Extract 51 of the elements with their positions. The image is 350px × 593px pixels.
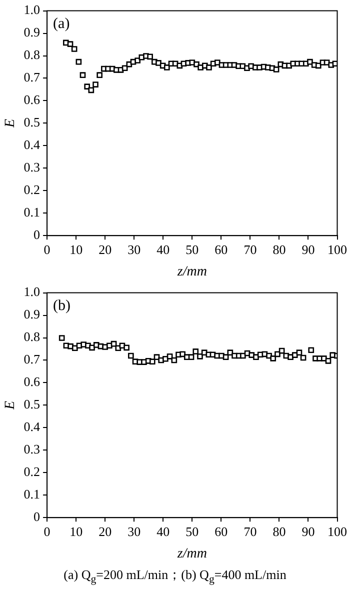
x-tick-label: 60 <box>214 242 228 257</box>
y-tick-label: 0.3 <box>24 442 40 457</box>
x-axis-title: z/mm <box>176 264 207 280</box>
y-tick-label: 0.4 <box>24 137 41 152</box>
x-tick-label: 30 <box>128 242 141 257</box>
x-tick-label: 40 <box>156 524 170 539</box>
x-axis-title: z/mm <box>176 546 207 562</box>
x-tick-label: 90 <box>302 242 315 257</box>
annotation: (a) <box>53 16 70 32</box>
y-tick-label: 0.8 <box>24 329 40 344</box>
y-tick-label: 0 <box>34 509 40 524</box>
x-tick-label: 90 <box>302 524 315 539</box>
x-tick-label: 80 <box>272 524 286 539</box>
x-tick-label: 30 <box>128 524 141 539</box>
annotation: (b) <box>53 298 71 314</box>
y-tick-label: 0.6 <box>24 92 41 108</box>
y-tick-label: 0.4 <box>24 419 41 434</box>
y-tick-label: 0.2 <box>24 182 40 198</box>
x-tick-label: 10 <box>70 524 83 539</box>
y-tick-label: 0.9 <box>24 24 40 40</box>
x-tick-label: 50 <box>186 242 199 257</box>
text: (a) Q$_{g}$=200 mL/min；(b) Q$_{g}$=400 mL/min <box>62 566 288 588</box>
x-tick-label: 10 <box>70 242 83 257</box>
y-tick-label: 0.1 <box>24 486 40 502</box>
x-tick-label: 100 <box>328 242 347 257</box>
y-tick-label: 0.3 <box>24 160 40 175</box>
y-tick-label: 0.5 <box>24 114 40 130</box>
y-tick-label: 0.2 <box>24 464 40 480</box>
y-tick-label: 0.6 <box>24 374 41 390</box>
y-tick-label: 1.0 <box>24 2 40 18</box>
y-tick-label: 0.7 <box>24 352 41 367</box>
x-tick-label: 50 <box>186 524 199 539</box>
y-tick-label: 0.7 <box>24 70 41 85</box>
x-tick-label: 40 <box>156 242 170 257</box>
y-tick-label: 0.8 <box>24 47 40 62</box>
x-tick-label: 0 <box>44 524 50 539</box>
x-tick-label: 20 <box>98 524 112 539</box>
y-tick-label: 0.9 <box>24 306 40 322</box>
y-tick-label: 0 <box>34 227 40 242</box>
y-tick-label: 0.5 <box>24 396 40 412</box>
x-tick-label: 70 <box>244 242 257 257</box>
x-tick-label: 60 <box>214 524 228 539</box>
y-axis-title: E <box>3 400 18 410</box>
x-tick-label: 80 <box>272 242 286 257</box>
x-tick-label: 20 <box>98 242 112 257</box>
y-axis-title: E <box>3 118 18 128</box>
x-tick-label: 100 <box>328 524 347 539</box>
y-tick-label: 1.0 <box>24 284 40 300</box>
x-tick-label: 0 <box>44 242 50 257</box>
y-tick-label: 0.1 <box>24 204 40 220</box>
x-tick-label: 70 <box>244 524 257 539</box>
